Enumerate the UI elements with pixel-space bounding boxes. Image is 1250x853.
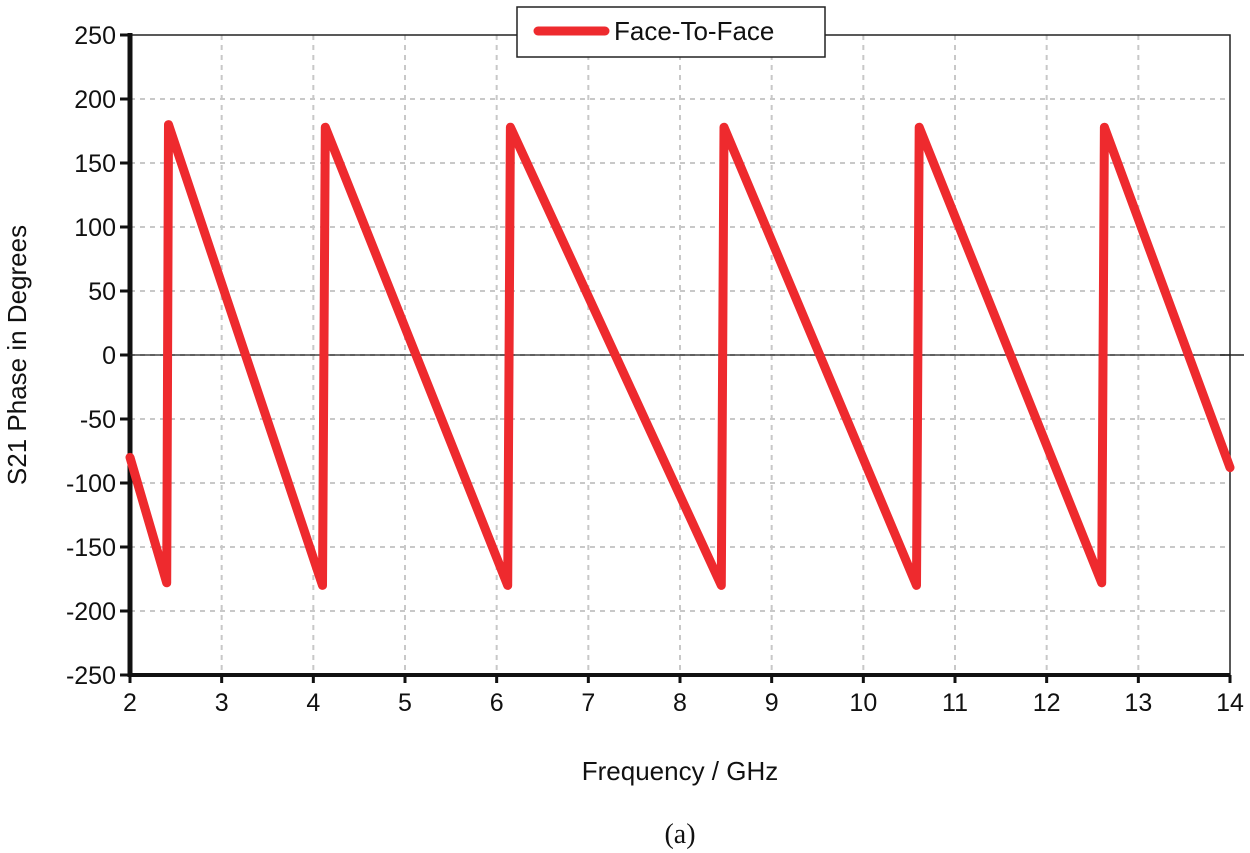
x-tick-label-2: 4: [306, 689, 320, 717]
legend-box: [516, 6, 826, 58]
y-tick-label-7: -100: [66, 470, 116, 498]
y-tick-label-5: 0: [102, 342, 116, 370]
y-tick-label-9: -200: [66, 598, 116, 626]
y-tick-label-6: -50: [80, 406, 116, 434]
y-tick-label-3: 100: [74, 214, 116, 242]
x-tick-label-7: 9: [765, 689, 779, 717]
x-tick-label-9: 11: [942, 689, 968, 717]
x-tick-label-8: 10: [849, 689, 877, 717]
x-tick-label-1: 3: [215, 689, 229, 717]
x-tick-label-10: 12: [1033, 689, 1061, 717]
y-tick-labels: 250 200 150 100 50 0 -50 -100 -150 -200 -250: [66, 22, 130, 690]
x-tick-label-6: 8: [673, 689, 687, 717]
y-tick-label-8: -150: [66, 534, 116, 562]
series-line-0: [125, 120, 1235, 590]
x-tick-labels: 2 3 4 5 6 7 8 9 10 11 12 13 14: [123, 675, 1244, 717]
x-tick-label-3: 5: [398, 689, 412, 717]
y-tick-label-2: 150: [74, 150, 116, 178]
y-tick-label-1: 200: [74, 86, 116, 114]
series-layer: [125, 120, 1235, 590]
legend-label: Face-To-Face: [614, 16, 774, 46]
x-tick-label-5: 7: [581, 689, 595, 717]
axes: [127, 33, 1244, 677]
figure-caption: (a): [664, 819, 695, 850]
y-tick-label-4: 50: [88, 278, 116, 306]
x-tick-label-4: 6: [490, 689, 504, 717]
x-tick-label-0: 2: [123, 689, 137, 717]
y-tick-label-10: -250: [66, 662, 116, 690]
x-axis-title: Frequency / GHz: [582, 756, 779, 786]
legend: Face-To-Face: [516, 6, 826, 58]
x-tick-label-11: 13: [1124, 689, 1152, 717]
x-tick-label-12: 14: [1216, 689, 1244, 717]
y-tick-label-0: 250: [74, 22, 116, 50]
y-axis-title: S21 Phase in Degrees: [2, 225, 32, 485]
